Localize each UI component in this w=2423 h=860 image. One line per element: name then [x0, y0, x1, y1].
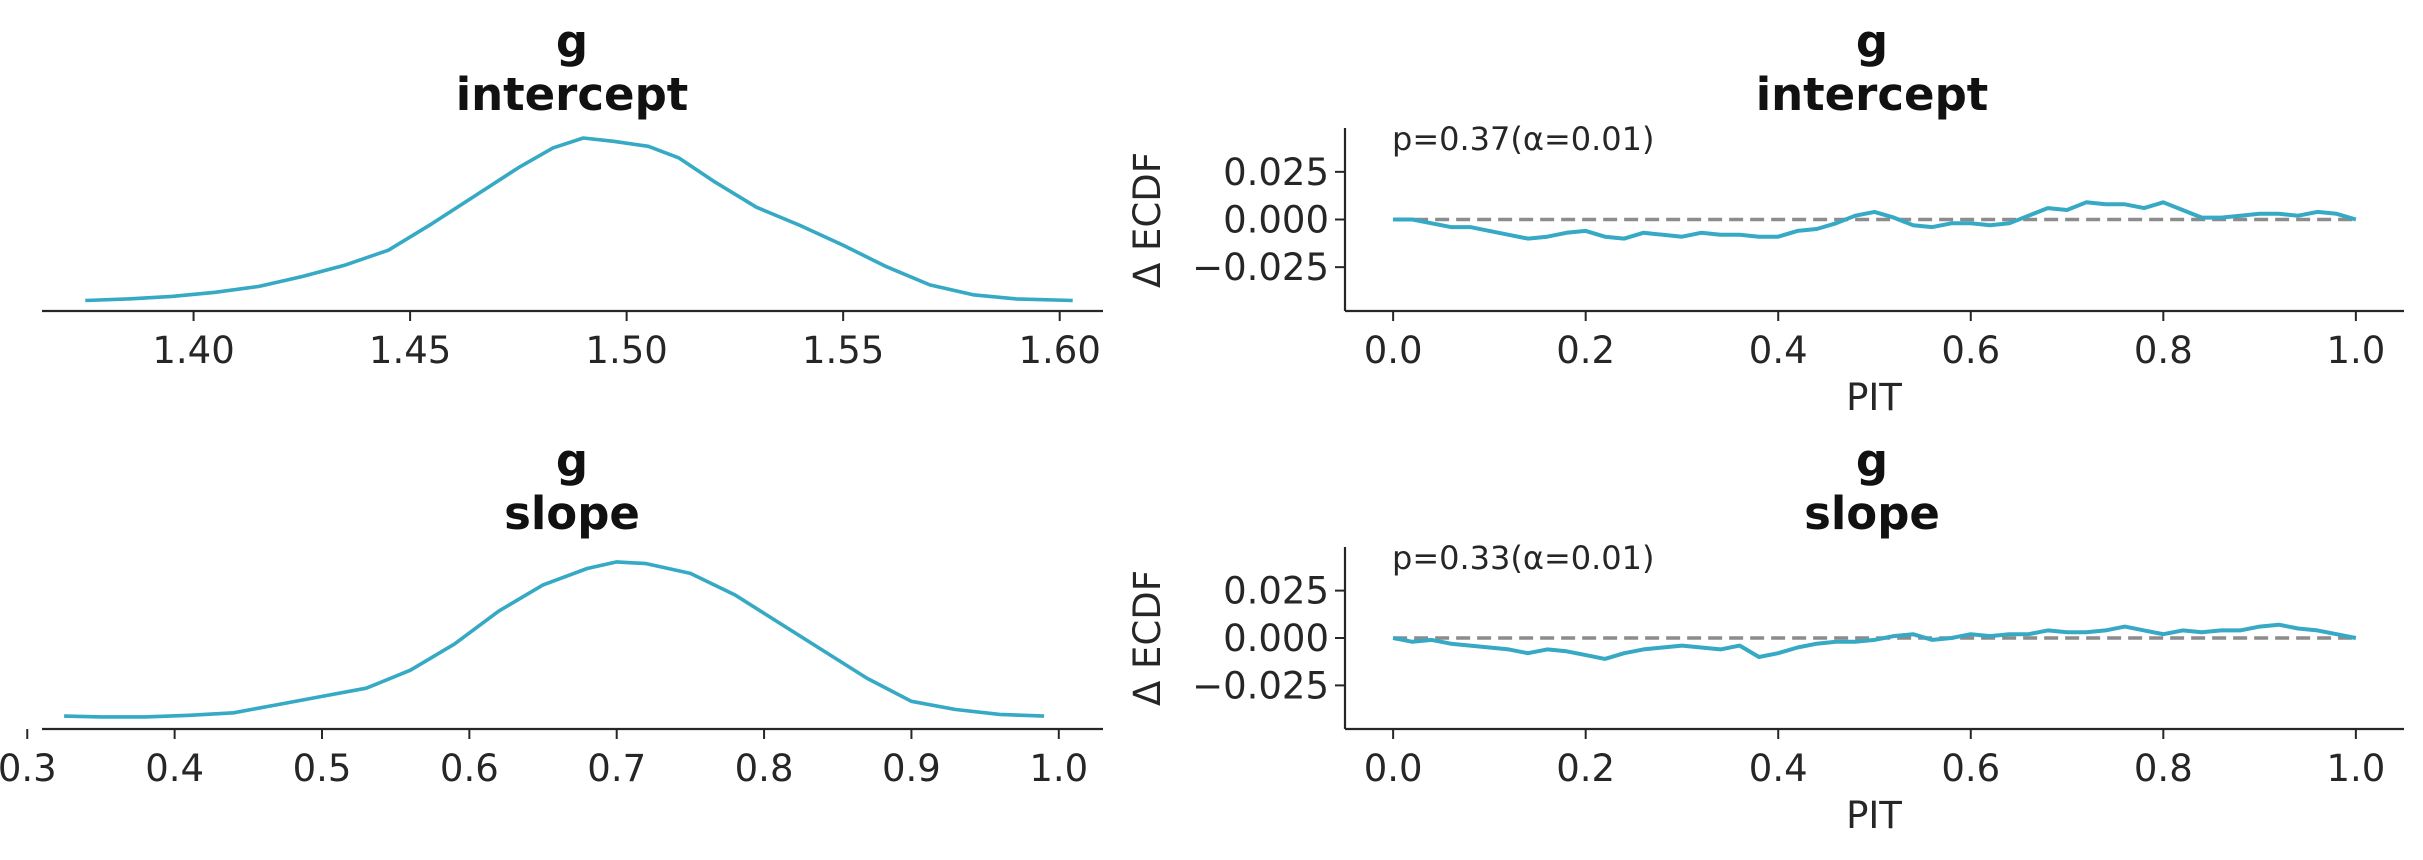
x-tick-label: 1.0: [1029, 747, 1088, 790]
x-tick-label: 1.0: [2326, 329, 2385, 372]
y-tick-label: 0.000: [1223, 199, 1329, 242]
x-tick-label: 0.5: [293, 747, 352, 790]
panel-title-line1: g: [556, 434, 588, 487]
panel-title-line1: g: [1856, 15, 1888, 68]
y-tick-label: −0.025: [1192, 246, 1329, 289]
panel-title-line2: intercept: [456, 68, 689, 121]
y-tick-label: 0.000: [1223, 617, 1329, 660]
x-tick-label: 1.0: [2326, 747, 2385, 790]
density-curve: [85, 136, 1073, 303]
x-tick-label: 1.50: [585, 329, 667, 372]
x-tick-label: 0.7: [587, 747, 646, 790]
y-tick-label: 0.025: [1223, 151, 1329, 194]
panel-title-line1: g: [556, 15, 588, 68]
x-tick-label: 0.0: [1364, 747, 1423, 790]
x-tick-label: 1.40: [152, 329, 234, 372]
x-tick-label: 1.60: [1018, 329, 1100, 372]
x-tick-label: 0.6: [1941, 329, 2000, 372]
x-tick-label: 0.0: [1364, 329, 1423, 372]
x-tick-label: 0.2: [1556, 747, 1615, 790]
x-tick-group: 0.0 0.2 0.4 0.6 0.8 1.0: [1364, 729, 2385, 790]
x-tick-label: 0.4: [1749, 329, 1808, 372]
x-tick-label: 0.4: [145, 747, 204, 790]
x-axis-label: PIT: [1846, 794, 1902, 837]
x-tick-label: 1.55: [802, 329, 884, 372]
x-tick-label: 0.8: [735, 747, 794, 790]
x-tick-label: 0.9: [882, 747, 941, 790]
ecdf-difference-curve: [1393, 200, 2357, 241]
panel-title-line1: g: [1856, 434, 1888, 487]
x-tick-label: 0.8: [2134, 747, 2193, 790]
panel-title-line2: intercept: [1756, 68, 1989, 121]
y-tick-label: −0.025: [1192, 664, 1329, 707]
panel-title-line2: slope: [1804, 487, 1940, 540]
x-tick-label: 0.2: [1556, 329, 1615, 372]
density-curve: [64, 560, 1045, 719]
panel-title-line2: slope: [504, 487, 640, 540]
p-value-annotation: p=0.33(α=0.01): [1392, 539, 1655, 577]
x-tick-group: 1.40 1.45 1.50 1.55 1.60: [152, 311, 1101, 372]
x-axis-label: PIT: [1846, 376, 1902, 419]
x-tick-label: 0.6: [1941, 747, 2000, 790]
y-axis-label: Δ ECDF: [1126, 152, 1169, 288]
intercept-density-panel: g intercept 1.40 1.45 1.50 1.55 1.60: [42, 15, 1103, 372]
p-value-annotation: p=0.37(α=0.01): [1392, 120, 1655, 158]
y-tick-label: 0.025: [1223, 570, 1329, 613]
x-tick-label: 0.6: [440, 747, 499, 790]
slope-density-panel: g slope 0.3 0.4 0.5 0.6 0.7 0.8 0.9 1.0: [0, 434, 1103, 790]
x-tick-label: 0.8: [2134, 329, 2193, 372]
ecdf-difference-curve: [1392, 622, 2357, 661]
x-tick-label: 0.4: [1749, 747, 1808, 790]
x-tick-group: 0.3 0.4 0.5 0.6 0.7 0.8 0.9 1.0: [0, 729, 1088, 790]
y-tick-group: 0.025 0.000−0.025: [1192, 151, 1345, 289]
x-tick-label: 1.45: [369, 329, 451, 372]
x-tick-label: 0.3: [0, 747, 57, 790]
x-tick-group: 0.0 0.2 0.4 0.6 0.8 1.0: [1364, 311, 2385, 372]
y-axis-label: Δ ECDF: [1126, 570, 1169, 706]
slope-ecdf-panel: g slope 0.0 0.2 0.4 0.6 0.8 1.0 0.0250.000−0.…: [1126, 434, 2404, 837]
intercept-ecdf-panel: g intercept 0.0 0.2 0.4 0.6 0.8 1.0 0.025 0.00…: [1126, 15, 2404, 419]
